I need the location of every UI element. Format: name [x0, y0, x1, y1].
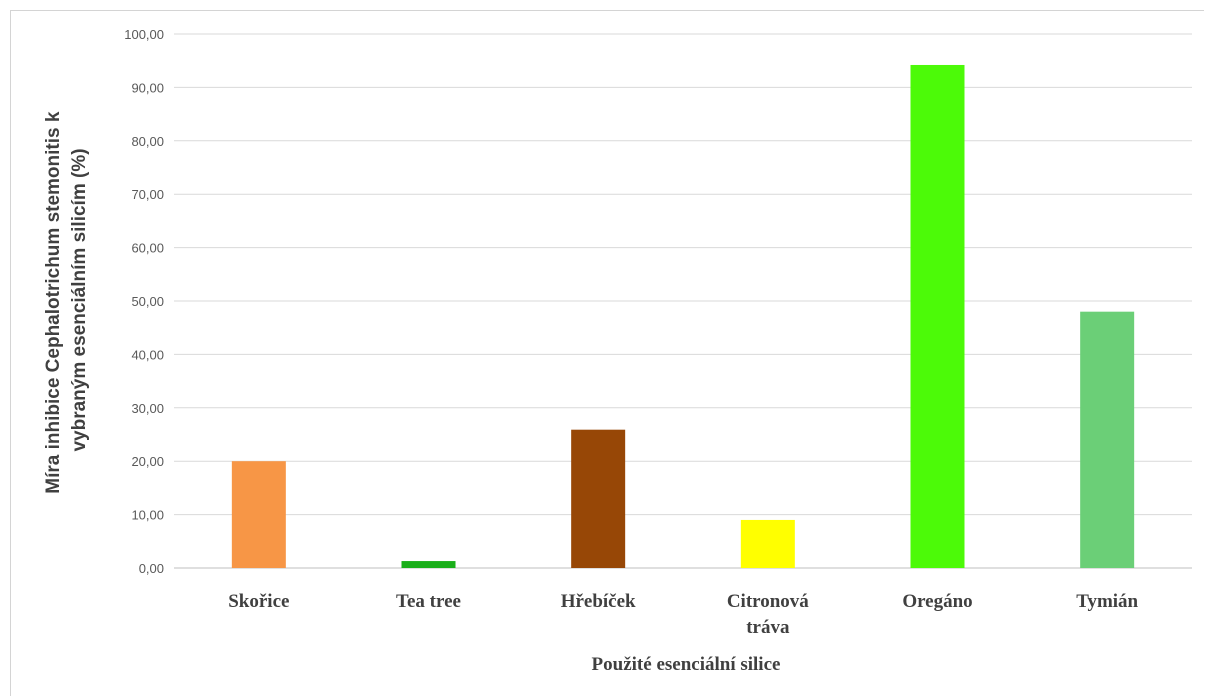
x-tick-label: Skořice: [228, 591, 289, 612]
y-tick-label: 40,00: [131, 347, 164, 362]
x-tick-label: Citronová tráva: [727, 591, 809, 638]
x-tick-label: Tymián: [1076, 591, 1138, 612]
x-tick-label: Oregáno: [902, 591, 972, 612]
x-tick-label-line: tráva: [746, 617, 790, 638]
x-tick-labels: Skořice Tea tree Hřebíček Citronová tráva Ore…: [228, 591, 1138, 638]
x-tick-label: Tea tree: [396, 591, 461, 612]
gridlines: [174, 33, 1192, 569]
y-tick-label: 70,00: [131, 187, 164, 202]
x-tick-label-line: Tymián: [1076, 591, 1138, 612]
y-tick-labels: 0,00 10,00 20,00 30,00 40,00 50,00 60,00 70,00 8…: [124, 27, 164, 576]
bar: [740, 519, 795, 568]
x-axis-title: Použité esenciální silice: [592, 654, 781, 675]
x-tick-label-line: Oregáno: [902, 591, 972, 612]
bar: [571, 429, 626, 568]
x-tick-label-line: Hřebíček: [561, 591, 636, 612]
bar: [1080, 311, 1135, 568]
y-tick-label: 20,00: [131, 454, 164, 469]
y-tick-label: 10,00: [131, 508, 164, 523]
y-axis-title-line-1: Míra inhibice Cephalotrichum stemonitis …: [43, 111, 64, 494]
bars: [231, 64, 1135, 569]
bar: [231, 461, 286, 568]
x-tick-label-line: Skořice: [228, 591, 289, 612]
y-tick-label: 30,00: [131, 401, 164, 416]
y-axis-title: Míra inhibice Cephalotrichum stemonitis …: [43, 106, 90, 493]
y-tick-label: 100,00: [124, 27, 164, 42]
y-axis-title-line-2: vybraným esenciálním silicím (%): [69, 148, 90, 451]
y-tick-label: 80,00: [131, 134, 164, 149]
y-tick-label: 60,00: [131, 241, 164, 256]
x-tick-label-line: Citronová: [727, 591, 809, 612]
y-tick-label: 50,00: [131, 294, 164, 309]
chart-frame: [10, 10, 1204, 696]
x-tick-label: Hřebíček: [561, 591, 636, 612]
x-tick-label-line: Tea tree: [396, 591, 461, 612]
bar: [910, 64, 965, 569]
y-tick-label: 0,00: [139, 561, 164, 576]
bar: [401, 561, 456, 568]
y-tick-label: 90,00: [131, 80, 164, 95]
